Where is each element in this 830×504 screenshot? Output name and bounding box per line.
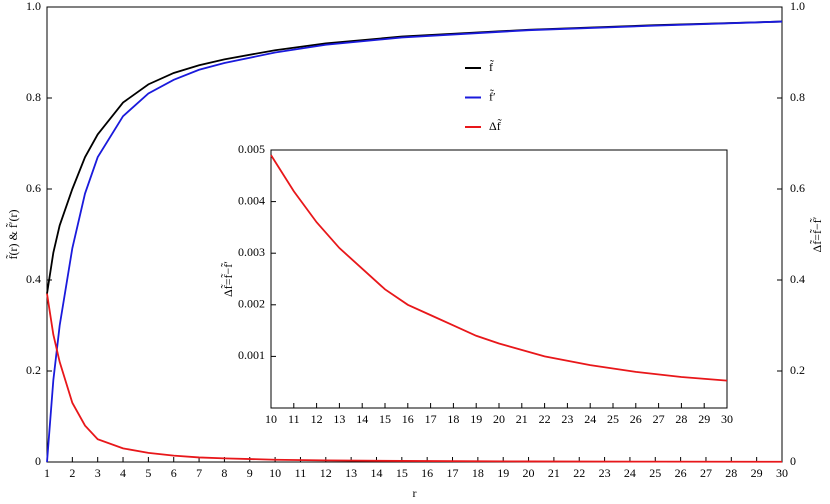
y2-tick-label: 0 — [790, 454, 796, 468]
y-tick-label: 0.001 — [238, 348, 265, 362]
x-tick-label: 13 — [333, 412, 345, 426]
x-tick-label: 5 — [145, 466, 151, 480]
x-tick-label: 13 — [345, 466, 357, 480]
x-tick-label: 23 — [599, 466, 611, 480]
x-tick-label: 26 — [630, 412, 642, 426]
y-tick-label: 0.005 — [238, 142, 265, 156]
x-tick-label: 18 — [447, 412, 459, 426]
y-tick-label: 0.2 — [26, 363, 41, 377]
y-tick-label: 0.004 — [238, 193, 265, 207]
x-tick-label: 3 — [95, 466, 101, 480]
x-tick-label: 22 — [539, 412, 551, 426]
x-tick-label: 10 — [265, 412, 277, 426]
legend-label: f̃′ — [489, 88, 496, 103]
x-tick-label: 8 — [221, 466, 227, 480]
x-tick-label: 28 — [675, 412, 687, 426]
x-tick-label: 2 — [69, 466, 75, 480]
x-tick-label: 11 — [288, 412, 300, 426]
line-series — [46, 20, 783, 463]
x-tick-label: 7 — [196, 466, 202, 480]
y-axis-label: Δf̃=f̃−f̃′ — [220, 261, 235, 297]
y-tick-label: 0.4 — [26, 272, 41, 286]
y2-tick-label: 0.6 — [790, 181, 805, 195]
x-tick-label: 12 — [320, 466, 332, 480]
x-tick-label: 21 — [548, 466, 560, 480]
x-tick-label: 11 — [295, 466, 307, 480]
x-tick-label: 23 — [561, 412, 573, 426]
x-tick-label: 26 — [675, 466, 687, 480]
y2-tick-label: 1.0 — [790, 0, 805, 13]
x-tick-label: 10 — [269, 466, 281, 480]
y-tick-label: 0.002 — [238, 297, 265, 311]
x-tick-label: 15 — [396, 466, 408, 480]
x-tick-label: 20 — [523, 466, 535, 480]
x-tick-label: 22 — [573, 466, 585, 480]
y-tick-label: 0 — [35, 454, 41, 468]
x-tick-label: 1 — [44, 466, 50, 480]
x-tick-label: 27 — [700, 466, 712, 480]
y2-tick-label: 0.2 — [790, 363, 805, 377]
x-tick-label: 4 — [120, 466, 126, 480]
x-tick-label: 17 — [425, 412, 437, 426]
x-tick-label: 17 — [447, 466, 459, 480]
legend-label: f̃ — [489, 59, 494, 74]
x-tick-label: 20 — [493, 412, 505, 426]
x-tick-label: 21 — [516, 412, 528, 426]
x-tick-label: 25 — [607, 412, 619, 426]
y-tick-label: 0.6 — [26, 181, 41, 195]
y2-axis-label: Δf̃=f̃−f̃′ — [809, 216, 824, 252]
x-tick-label: 28 — [725, 466, 737, 480]
x-tick-label: 9 — [247, 466, 253, 480]
x-tick-label: 30 — [776, 466, 788, 480]
x-tick-label: 14 — [370, 466, 382, 480]
y2-tick-label: 0.4 — [790, 272, 805, 286]
x-tick-label: 19 — [497, 466, 509, 480]
x-tick-label: 29 — [698, 412, 710, 426]
x-tick-label: 12 — [311, 412, 323, 426]
x-axis-label: r — [413, 486, 417, 500]
x-tick-label: 16 — [402, 412, 414, 426]
line-series — [46, 293, 783, 463]
x-tick-label: 24 — [624, 466, 636, 480]
y-axis-label: f̃(r) & f̃′(r) — [5, 210, 20, 260]
y-tick-label: 0.003 — [238, 245, 265, 259]
x-tick-label: 6 — [171, 466, 177, 480]
x-tick-label: 16 — [421, 466, 433, 480]
x-tick-label: 25 — [649, 466, 661, 480]
inset-frame — [270, 149, 728, 409]
x-tick-label: 30 — [721, 412, 733, 426]
x-tick-label: 19 — [470, 412, 482, 426]
y2-tick-label: 0.8 — [790, 90, 805, 104]
y-tick-label: 0.8 — [26, 90, 41, 104]
x-tick-label: 29 — [751, 466, 763, 480]
x-tick-label: 15 — [379, 412, 391, 426]
x-tick-label: 27 — [653, 412, 665, 426]
legend-label: Δf̃ — [489, 118, 502, 133]
x-tick-label: 18 — [472, 466, 484, 480]
x-tick-label: 24 — [584, 412, 596, 426]
line-series — [270, 154, 728, 382]
y-tick-label: 1.0 — [26, 0, 41, 13]
x-tick-label: 14 — [356, 412, 368, 426]
